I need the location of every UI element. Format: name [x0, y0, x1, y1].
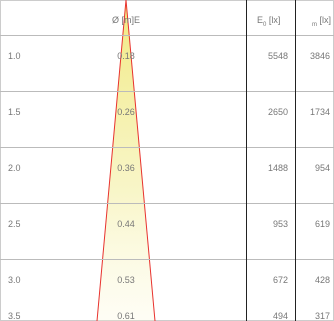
header-em: m [lx]	[312, 15, 331, 28]
beam-edge-left	[96, 0, 127, 321]
row-em: 954	[314, 163, 330, 173]
header-e0: E0 [lx]	[257, 15, 280, 28]
row-diameter: 0.61	[117, 311, 135, 321]
row-diameter: 0.36	[117, 163, 135, 173]
row-diameter: 0.44	[117, 219, 135, 229]
row-diameter: 0.18	[117, 51, 135, 61]
row-e0: 1488	[267, 163, 288, 173]
row-em: 619	[314, 219, 330, 229]
row-e0: 494	[272, 311, 288, 321]
row-distance: 2.5	[8, 219, 21, 229]
header-e0-unit: [lx]	[268, 15, 281, 25]
row-e0: 953	[272, 219, 288, 229]
header-e0-sub: 0	[263, 21, 267, 28]
row-distance: 1.0	[8, 51, 21, 61]
row-distance: 2.0	[8, 163, 21, 173]
beam-edge-right	[125, 0, 156, 321]
row-em: 1734	[309, 107, 330, 117]
row-distance: 3.0	[8, 275, 21, 285]
row-em: 428	[314, 275, 330, 285]
header-diameter: Ø [m]E	[112, 15, 141, 25]
row-diameter: 0.53	[117, 275, 135, 285]
header-em-unit: [lx]	[319, 15, 332, 25]
row-em: 3846	[309, 51, 330, 61]
row-e0: 672	[272, 275, 288, 285]
row-distance: 1.5	[8, 107, 21, 117]
row-distance: 3.5	[8, 311, 21, 321]
row-em: 317	[314, 311, 330, 321]
row-e0: 2650	[267, 107, 288, 117]
row-lines	[0, 35, 334, 260]
row-e0: 5548	[267, 51, 288, 61]
header-e0-main: E	[257, 15, 264, 25]
beam-cone	[97, 0, 155, 321]
header-em-sub: m	[312, 21, 317, 28]
row-diameter: 0.26	[117, 107, 135, 117]
